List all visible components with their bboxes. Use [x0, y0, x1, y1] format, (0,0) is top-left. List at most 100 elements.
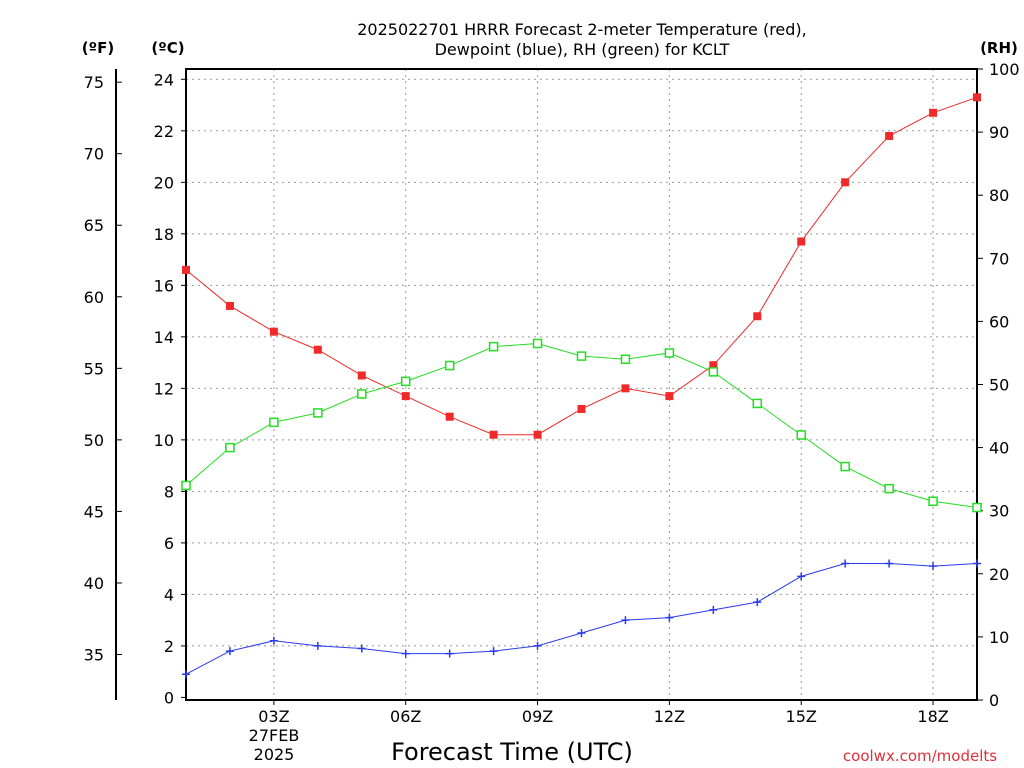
celsius-tick-label: 12 — [154, 379, 174, 398]
temperature-point — [797, 237, 806, 246]
fahrenheit-tick-label: 75 — [84, 73, 104, 92]
fahrenheit-tick-label: 50 — [84, 431, 104, 450]
rh-point — [576, 351, 587, 361]
fahrenheit-unit-label: (ºF) — [82, 39, 114, 57]
fahrenheit-tick-label: 70 — [84, 145, 104, 164]
celsius-tick-label: 20 — [154, 173, 174, 192]
x-tick-label: 06Z — [390, 707, 421, 726]
rh-tick-label: 90 — [989, 123, 1009, 142]
rh-point — [664, 348, 675, 358]
celsius-tick-label: 18 — [154, 225, 174, 244]
dewpoint-point — [225, 647, 234, 656]
fahrenheit-tick-label: 45 — [84, 502, 104, 521]
temperature-point — [313, 345, 322, 354]
temperature-point — [269, 327, 278, 336]
temperature-point — [753, 312, 762, 321]
dewpoint-point — [445, 649, 454, 658]
temperature-point — [445, 412, 454, 421]
rh-tick-label: 30 — [989, 502, 1009, 521]
temperature-point — [225, 301, 234, 310]
fahrenheit-tick-label: 65 — [84, 216, 104, 235]
temperature-point — [533, 430, 542, 439]
dewpoint-point — [489, 647, 498, 656]
temperature-point — [401, 392, 410, 401]
dewpoint-point — [929, 562, 938, 571]
celsius-tick-label: 0 — [164, 688, 174, 707]
celsius-tick-label: 10 — [154, 431, 174, 450]
rh-point — [444, 360, 455, 371]
fahrenheit-tick-label: 55 — [84, 359, 104, 378]
rh-point — [181, 480, 191, 491]
rh-tick-label: 80 — [989, 186, 1009, 205]
dewpoint-point — [269, 636, 278, 645]
temperature-point — [182, 265, 190, 274]
rh-point — [488, 341, 499, 352]
dewpoint-point — [401, 649, 410, 658]
celsius-tick-label: 24 — [154, 70, 174, 89]
rh-point — [972, 502, 982, 513]
dewpoint-point — [182, 670, 190, 679]
rh-unit-label: (RH) — [980, 39, 1018, 57]
celsius-unit-label: (ºC) — [151, 39, 184, 57]
rh-point — [269, 417, 279, 428]
rh-point — [884, 483, 894, 494]
fahrenheit-tick-label: 40 — [84, 574, 104, 593]
rh-point — [357, 389, 367, 399]
date-label-day: 27FEB — [249, 726, 300, 745]
x-tick-label: 09Z — [522, 707, 553, 726]
rh-line — [185, 342, 978, 509]
rh-point — [708, 367, 719, 377]
dewpoint-point — [621, 616, 630, 625]
temperature-point — [841, 178, 850, 187]
dewpoint-point — [357, 644, 366, 653]
x-tick-label: 15Z — [786, 707, 817, 726]
dewpoint-point — [577, 629, 586, 638]
celsius-tick-label: 14 — [154, 328, 174, 347]
x-tick-label: 18Z — [917, 707, 948, 726]
rh-point — [313, 408, 323, 418]
temperature-point — [577, 404, 586, 413]
temperature-line — [185, 96, 978, 436]
fahrenheit-tick-label: 35 — [84, 645, 104, 664]
temperature-point — [929, 108, 938, 117]
rh-point — [796, 430, 806, 440]
fahrenheit-tick-label: 60 — [84, 288, 104, 307]
rh-point — [225, 442, 235, 453]
chart-title-line-1: 2025022701 HRRR Forecast 2-meter Tempera… — [357, 20, 807, 39]
rh-tick-label: 20 — [989, 565, 1009, 584]
dewpoint-point — [665, 613, 674, 622]
dewpoint-point — [533, 641, 542, 650]
rh-tick-label: 0 — [989, 691, 999, 710]
rh-tick-label: 60 — [989, 312, 1009, 331]
temperature-point — [665, 392, 674, 401]
credit-label: coolwx.com/modelts — [843, 747, 997, 765]
x-axis-title: Forecast Time (UTC) — [391, 738, 633, 766]
rh-tick-label: 40 — [989, 439, 1009, 458]
grid-lines — [186, 69, 977, 700]
plot-frame — [185, 68, 978, 701]
rh-tick-label: 10 — [989, 628, 1009, 647]
celsius-tick-label: 4 — [164, 585, 174, 604]
dewpoint-point — [753, 598, 762, 607]
date-label-year: 2025 — [254, 745, 295, 764]
rh-point — [752, 398, 763, 409]
temperature-point — [489, 430, 498, 439]
x-tick-label: 12Z — [654, 707, 685, 726]
dewpoint-point — [841, 559, 850, 568]
rh-point — [620, 354, 631, 365]
rh-tick-label: 50 — [989, 376, 1009, 395]
rh-point — [400, 376, 411, 387]
x-tick-label: 03Z — [258, 707, 289, 726]
temperature-point — [621, 384, 630, 393]
temperature-point — [709, 361, 718, 370]
celsius-tick-label: 2 — [164, 637, 174, 656]
rh-point — [928, 496, 938, 506]
axes — [115, 68, 978, 701]
data-series — [181, 93, 982, 679]
celsius-tick-label: 22 — [154, 122, 174, 141]
celsius-tick-label: 6 — [164, 534, 174, 553]
dewpoint-point — [313, 641, 322, 650]
celsius-tick-label: 8 — [164, 482, 174, 501]
rh-tick-label: 100 — [989, 60, 1020, 79]
